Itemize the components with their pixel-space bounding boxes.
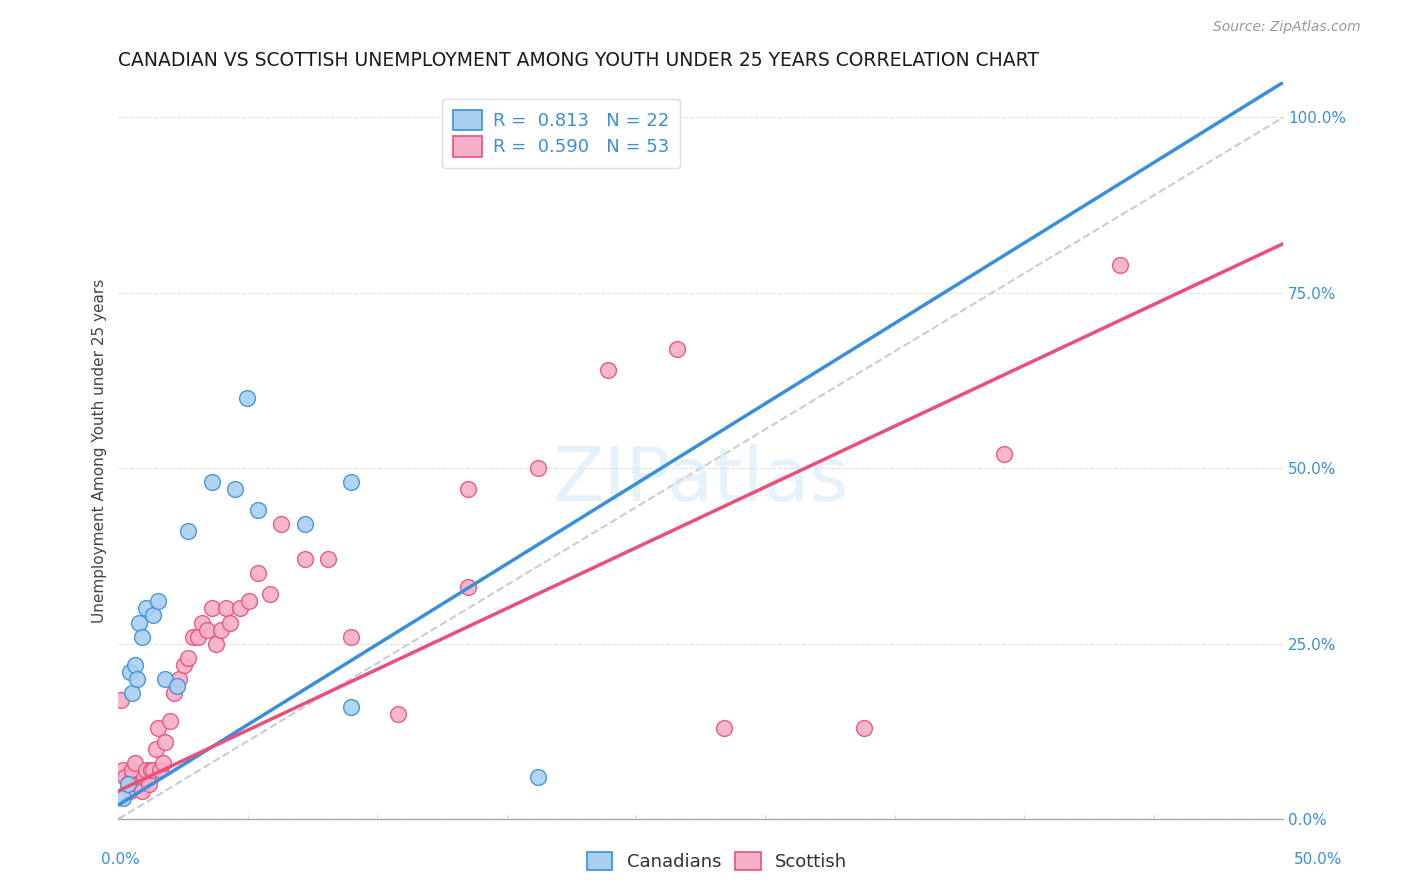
Point xyxy=(138,777,160,791)
Point xyxy=(187,630,209,644)
Point xyxy=(117,777,139,791)
Point xyxy=(294,552,316,566)
Point xyxy=(132,770,155,784)
Point xyxy=(238,594,260,608)
Point xyxy=(340,630,363,644)
Point xyxy=(142,763,165,777)
Point xyxy=(224,482,246,496)
Point xyxy=(387,706,409,721)
Point xyxy=(124,756,146,770)
Point xyxy=(112,763,135,777)
Point xyxy=(128,615,150,630)
Point xyxy=(125,777,148,791)
Point xyxy=(131,784,153,798)
Point xyxy=(149,763,172,777)
Text: 50.0%: 50.0% xyxy=(1295,852,1343,867)
Point xyxy=(340,475,363,490)
Point xyxy=(270,517,292,532)
Point xyxy=(131,630,153,644)
Point xyxy=(259,587,281,601)
Point xyxy=(340,699,363,714)
Text: CANADIAN VS SCOTTISH UNEMPLOYMENT AMONG YOUTH UNDER 25 YEARS CORRELATION CHART: CANADIAN VS SCOTTISH UNEMPLOYMENT AMONG … xyxy=(118,51,1039,70)
Point xyxy=(191,615,214,630)
Point xyxy=(294,517,316,532)
Point xyxy=(167,672,190,686)
Point xyxy=(153,735,176,749)
Text: ZIPatlas: ZIPatlas xyxy=(553,443,849,516)
Point xyxy=(152,756,174,770)
Point xyxy=(228,601,250,615)
Point xyxy=(120,665,142,679)
Point xyxy=(124,657,146,672)
Text: Source: ZipAtlas.com: Source: ZipAtlas.com xyxy=(1213,20,1361,34)
Point xyxy=(121,686,143,700)
Point xyxy=(1109,258,1132,272)
Point xyxy=(120,784,142,798)
Point xyxy=(166,679,188,693)
Y-axis label: Unemployment Among Youth under 25 years: Unemployment Among Youth under 25 years xyxy=(93,278,107,623)
Point xyxy=(135,763,157,777)
Point xyxy=(135,601,157,615)
Point xyxy=(316,552,339,566)
Point xyxy=(201,475,224,490)
Point xyxy=(110,692,132,706)
Point xyxy=(114,770,136,784)
Point xyxy=(125,672,148,686)
Point xyxy=(666,342,689,356)
Point xyxy=(526,770,548,784)
Point xyxy=(852,721,875,735)
Point xyxy=(526,461,548,475)
Point xyxy=(181,630,204,644)
Point xyxy=(146,721,169,735)
Point xyxy=(128,777,150,791)
Point xyxy=(247,503,270,517)
Legend: Canadians, Scottish: Canadians, Scottish xyxy=(579,845,855,879)
Point xyxy=(145,741,167,756)
Point xyxy=(177,650,200,665)
Point xyxy=(117,777,139,791)
Point xyxy=(235,391,257,405)
Point xyxy=(139,763,162,777)
Point xyxy=(457,482,479,496)
Point xyxy=(713,721,735,735)
Point xyxy=(163,686,186,700)
Point xyxy=(457,581,479,595)
Point xyxy=(112,791,135,805)
Point xyxy=(247,566,270,581)
Text: 0.0%: 0.0% xyxy=(101,852,141,867)
Legend: R =  0.813   N = 22, R =  0.590   N = 53: R = 0.813 N = 22, R = 0.590 N = 53 xyxy=(443,99,681,168)
Point xyxy=(173,657,195,672)
Point xyxy=(201,601,224,615)
Point xyxy=(121,770,143,784)
Point xyxy=(146,594,169,608)
Point xyxy=(159,714,181,728)
Point xyxy=(121,763,143,777)
Point xyxy=(205,636,228,650)
Point xyxy=(142,608,165,623)
Point xyxy=(153,672,176,686)
Point xyxy=(993,447,1015,461)
Point xyxy=(219,615,242,630)
Point xyxy=(177,524,200,539)
Point xyxy=(195,623,218,637)
Point xyxy=(596,363,619,377)
Point xyxy=(214,601,236,615)
Point xyxy=(209,623,232,637)
